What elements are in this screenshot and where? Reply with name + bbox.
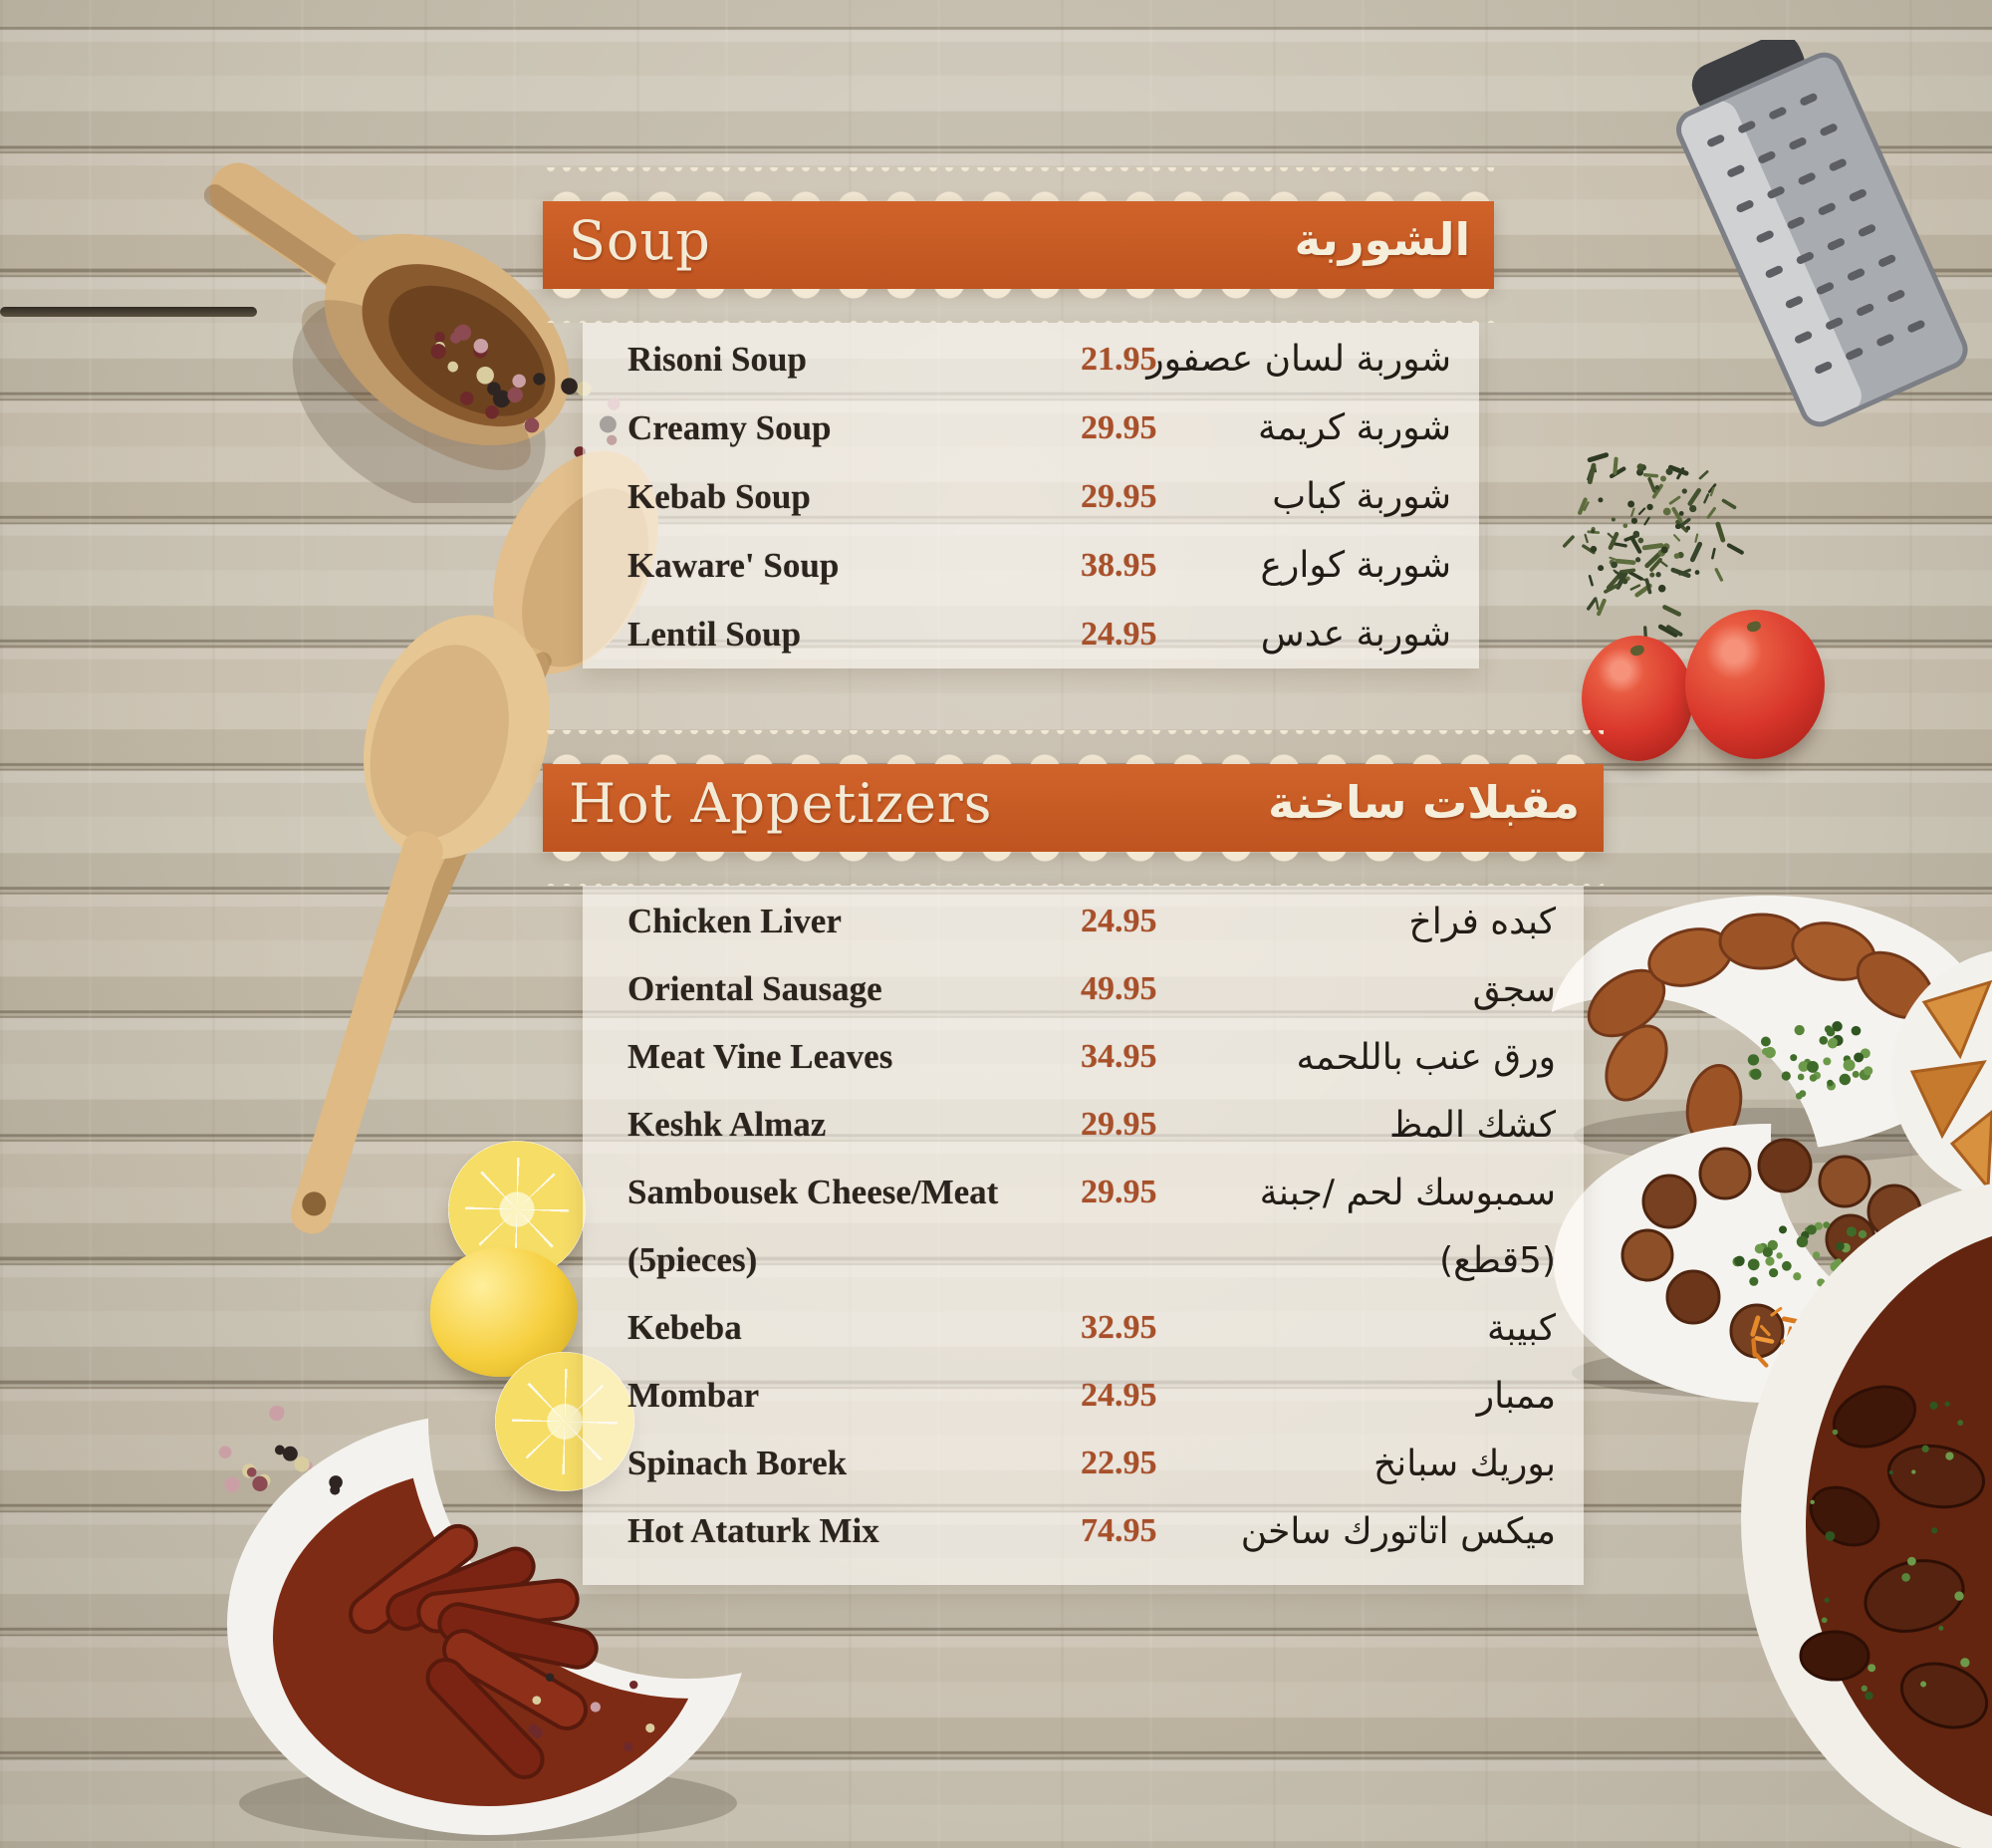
item-price: 32.95 <box>1081 1309 1157 1346</box>
item-name-english: Oriental Sausage <box>627 969 882 1008</box>
menu-item-row: Kebab Soup 29.95 شوربة كباب <box>583 462 1479 531</box>
lace-border-top <box>543 167 1494 201</box>
menu-item-row: Chicken Liver 24.95 كبده فراخ <box>583 888 1584 955</box>
menu-item-row: Mombar 24.95 ممبار <box>583 1362 1584 1430</box>
item-name-arabic: ورق عنب باللحمه <box>1296 1036 1556 1078</box>
item-name-english: Chicken Liver <box>627 902 842 940</box>
lemon-slice <box>448 1141 586 1278</box>
item-name-arabic: ممبار <box>1476 1375 1556 1417</box>
item-name-arabic: شوربة لسان عصفور <box>1146 339 1451 380</box>
section-title-arabic: الشوربة <box>1294 213 1470 266</box>
wooden-scoop-with-peppercorns-photo <box>204 162 621 503</box>
item-name-english: Kaware' Soup <box>627 545 840 585</box>
menu-item-list: Chicken Liver 24.95 كبده فراخ Oriental Saus… <box>583 886 1584 1585</box>
item-price: 24.95 <box>1081 1377 1157 1414</box>
soup-section-panel: Soup الشوربة Risoni Soup 21.95 شوربة لسان … <box>543 167 1494 668</box>
lace-border-top <box>543 730 1604 764</box>
item-name-arabic: شوربة عدس <box>1260 614 1451 655</box>
lace-border-bottom <box>543 289 1494 323</box>
item-name-english: Creamy Soup <box>627 407 832 447</box>
menu-item-list: Risoni Soup 21.95 شوربة لسان عصفور Creamy S… <box>583 323 1479 668</box>
item-name-arabic: سجق <box>1472 968 1556 1010</box>
hot-appetizers-section-panel: Hot Appetizers مقبلات ساخنة Chicken Live… <box>543 730 1604 1585</box>
item-name-english: Risoni Soup <box>627 339 807 379</box>
item-name-english: Mombar <box>627 1376 760 1415</box>
item-price: 29.95 <box>1081 1174 1157 1210</box>
wood-plank-seam <box>0 307 257 317</box>
thyme-sprinkle-photo <box>1562 452 1744 642</box>
menu-item-row: Meat Vine Leaves 34.95 ورق عنب باللحمه <box>583 1023 1584 1091</box>
item-price: 49.95 <box>1081 970 1157 1007</box>
item-price: 29.95 <box>1081 477 1157 515</box>
sambousek-plate-photo <box>1891 950 1992 1201</box>
item-name-english: Spinach Borek <box>627 1444 848 1482</box>
item-price: 22.95 <box>1081 1445 1157 1481</box>
item-name-arabic: ميكس اتاتورك ساخن <box>1240 1510 1556 1552</box>
item-name-english: Kebeba <box>627 1308 742 1347</box>
meat-stew-bowl-photo <box>1741 1184 1992 1848</box>
item-price: 38.95 <box>1081 546 1157 584</box>
item-name-arabic: سمبوسك لحم /جبنة <box>1259 1172 1556 1213</box>
tomato-large <box>1685 610 1825 759</box>
section-title-english: Hot Appetizers <box>569 772 993 835</box>
item-price: 21.95 <box>1081 340 1157 378</box>
soup-section-header: Soup الشوربة <box>543 201 1494 289</box>
hot-appetizers-section-header: Hot Appetizers مقبلات ساخنة <box>543 764 1604 852</box>
item-name-arabic: شوربة كوارع <box>1260 545 1451 586</box>
item-name-english: (5pieces) <box>627 1240 758 1279</box>
menu-item-row: Kaware' Soup 38.95 شوربة كوارع <box>583 531 1479 600</box>
item-name-arabic: شوربة كريمة <box>1257 407 1451 448</box>
menu-item-row: Oriental Sausage 49.95 سجق <box>583 955 1584 1023</box>
section-title-english: Soup <box>569 209 711 272</box>
item-price: 74.95 <box>1081 1512 1157 1549</box>
section-title-arabic: مقبلات ساخنة <box>1268 776 1580 829</box>
item-price: 24.95 <box>1081 903 1157 939</box>
item-name-arabic: (5قطع) <box>1439 1239 1556 1281</box>
menu-item-row: Hot Ataturk Mix 74.95 ميكس اتاتورك ساخن <box>583 1497 1584 1565</box>
menu-item-row: Lentil Soup 24.95 شوربة عدس <box>583 600 1479 668</box>
item-name-arabic: كشك المظ <box>1389 1104 1556 1146</box>
menu-item-row: Creamy Soup 29.95 شوربة كريمة <box>583 394 1479 462</box>
item-name-english: Kebab Soup <box>627 476 811 516</box>
item-name-arabic: كبده فراخ <box>1408 901 1556 942</box>
lace-border-bottom <box>543 852 1604 886</box>
item-price: 29.95 <box>1081 408 1157 446</box>
item-name-english: Hot Ataturk Mix <box>627 1511 879 1550</box>
menu-item-row: Keshk Almaz 29.95 كشك المظ <box>583 1091 1584 1159</box>
menu-item-row: Spinach Borek 22.95 بوريك سبانخ <box>583 1430 1584 1497</box>
metal-grater-photo <box>1676 40 1968 427</box>
menu-item-row: (5pieces) (5قطع) <box>583 1226 1584 1294</box>
menu-item-row: Sambousek Cheese/Meat 29.95 سمبوسك لحم /جب… <box>583 1159 1584 1226</box>
item-name-arabic: شوربة كباب <box>1272 476 1451 517</box>
item-name-english: Meat Vine Leaves <box>627 1037 893 1076</box>
item-name-arabic: كبيبة <box>1486 1307 1556 1349</box>
item-name-english: Lentil Soup <box>627 614 802 654</box>
item-price: 34.95 <box>1081 1038 1157 1075</box>
menu-item-row: Kebeba 32.95 كبيبة <box>583 1294 1584 1362</box>
item-name-english: Keshk Almaz <box>627 1105 827 1144</box>
menu-item-row: Risoni Soup 21.95 شوربة لسان عصفور <box>583 325 1479 394</box>
item-price: 24.95 <box>1081 615 1157 653</box>
item-name-english: Sambousek Cheese/Meat <box>627 1173 999 1211</box>
item-price: 29.95 <box>1081 1106 1157 1143</box>
item-name-arabic: بوريك سبانخ <box>1372 1443 1556 1484</box>
